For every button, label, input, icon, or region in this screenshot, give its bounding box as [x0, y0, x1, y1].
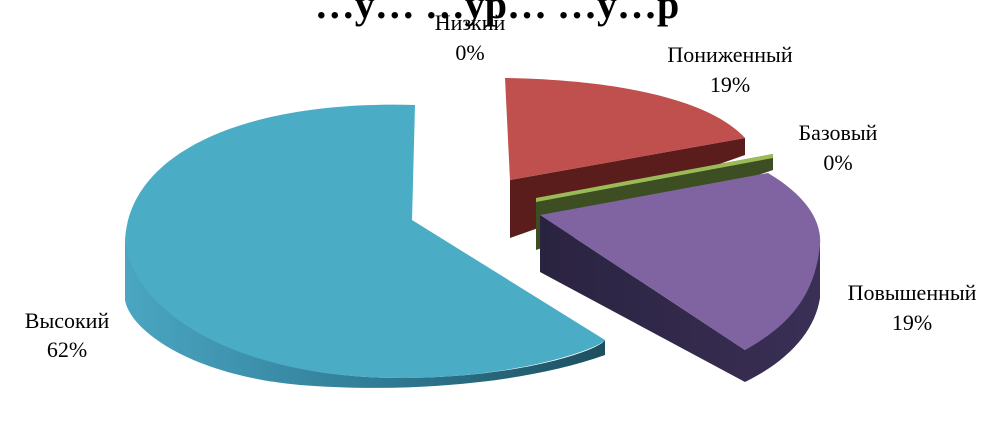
label-ponizhennyy-name: Пониженный	[667, 42, 792, 67]
label-bazovyy-name: Базовый	[799, 120, 878, 145]
chart-title: …у… …ур… …у…р	[315, 0, 680, 27]
label-bazovyy: Базовый 0%	[799, 120, 878, 175]
slice-ponizhennyy-top	[505, 78, 745, 180]
label-nizkiy: Низкий 0%	[435, 10, 506, 65]
slice-povyshennyy-side	[540, 215, 820, 382]
label-povyshennyy-name: Повышенный	[848, 280, 977, 305]
slice-vysokiy-top	[125, 104, 605, 379]
slice-povyshennyy-top	[540, 173, 821, 350]
label-povyshennyy-value: 19%	[892, 310, 932, 335]
slice-povyshennyy	[540, 173, 821, 382]
label-ponizhennyy: Пониженный 19%	[667, 42, 792, 97]
label-vysokiy-name: Высокий	[25, 308, 110, 333]
label-nizkiy-name: Низкий	[435, 10, 506, 35]
label-vysokiy: Высокий 62%	[25, 308, 110, 362]
slice-bazovyy-top	[536, 154, 773, 202]
label-vysokiy-value: 62%	[47, 337, 87, 362]
slice-vysokiy	[125, 104, 605, 388]
label-ponizhennyy-value: 19%	[710, 72, 750, 97]
label-bazovyy-value: 0%	[823, 150, 852, 175]
label-povyshennyy: Повышенный 19%	[848, 280, 977, 335]
label-nizkiy-value: 0%	[455, 40, 484, 65]
